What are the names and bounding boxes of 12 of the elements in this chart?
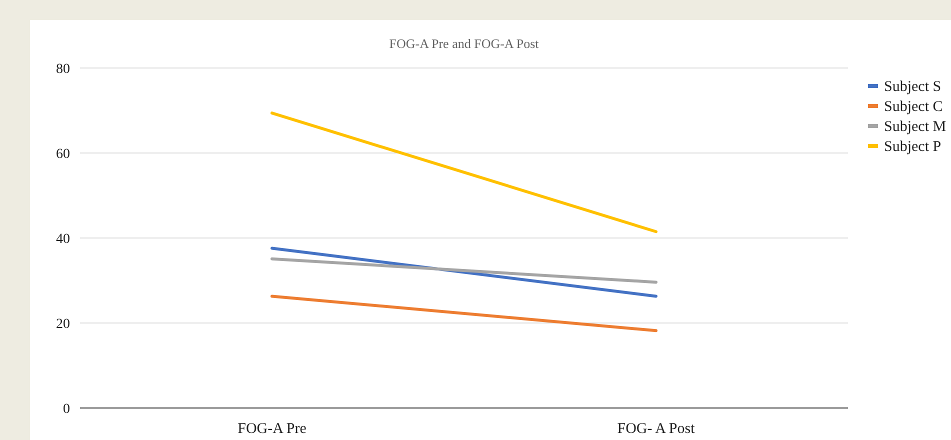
legend-label: Subject S: [884, 79, 942, 95]
y-tick-label: 20: [56, 317, 70, 332]
legend-label: Subject C: [884, 99, 943, 115]
y-tick-label: 40: [56, 232, 70, 247]
x-tick-label: FOG- A Post: [617, 421, 696, 437]
y-tick-label: 0: [63, 402, 70, 417]
y-tick-label: 80: [56, 62, 70, 77]
x-tick-label: FOG-A Pre: [238, 421, 307, 437]
legend-label: Subject P: [884, 139, 942, 155]
legend-label: Subject M: [884, 119, 946, 135]
chart-title: FOG-A Pre and FOG-A Post: [389, 36, 540, 51]
y-tick-label: 60: [56, 147, 70, 162]
